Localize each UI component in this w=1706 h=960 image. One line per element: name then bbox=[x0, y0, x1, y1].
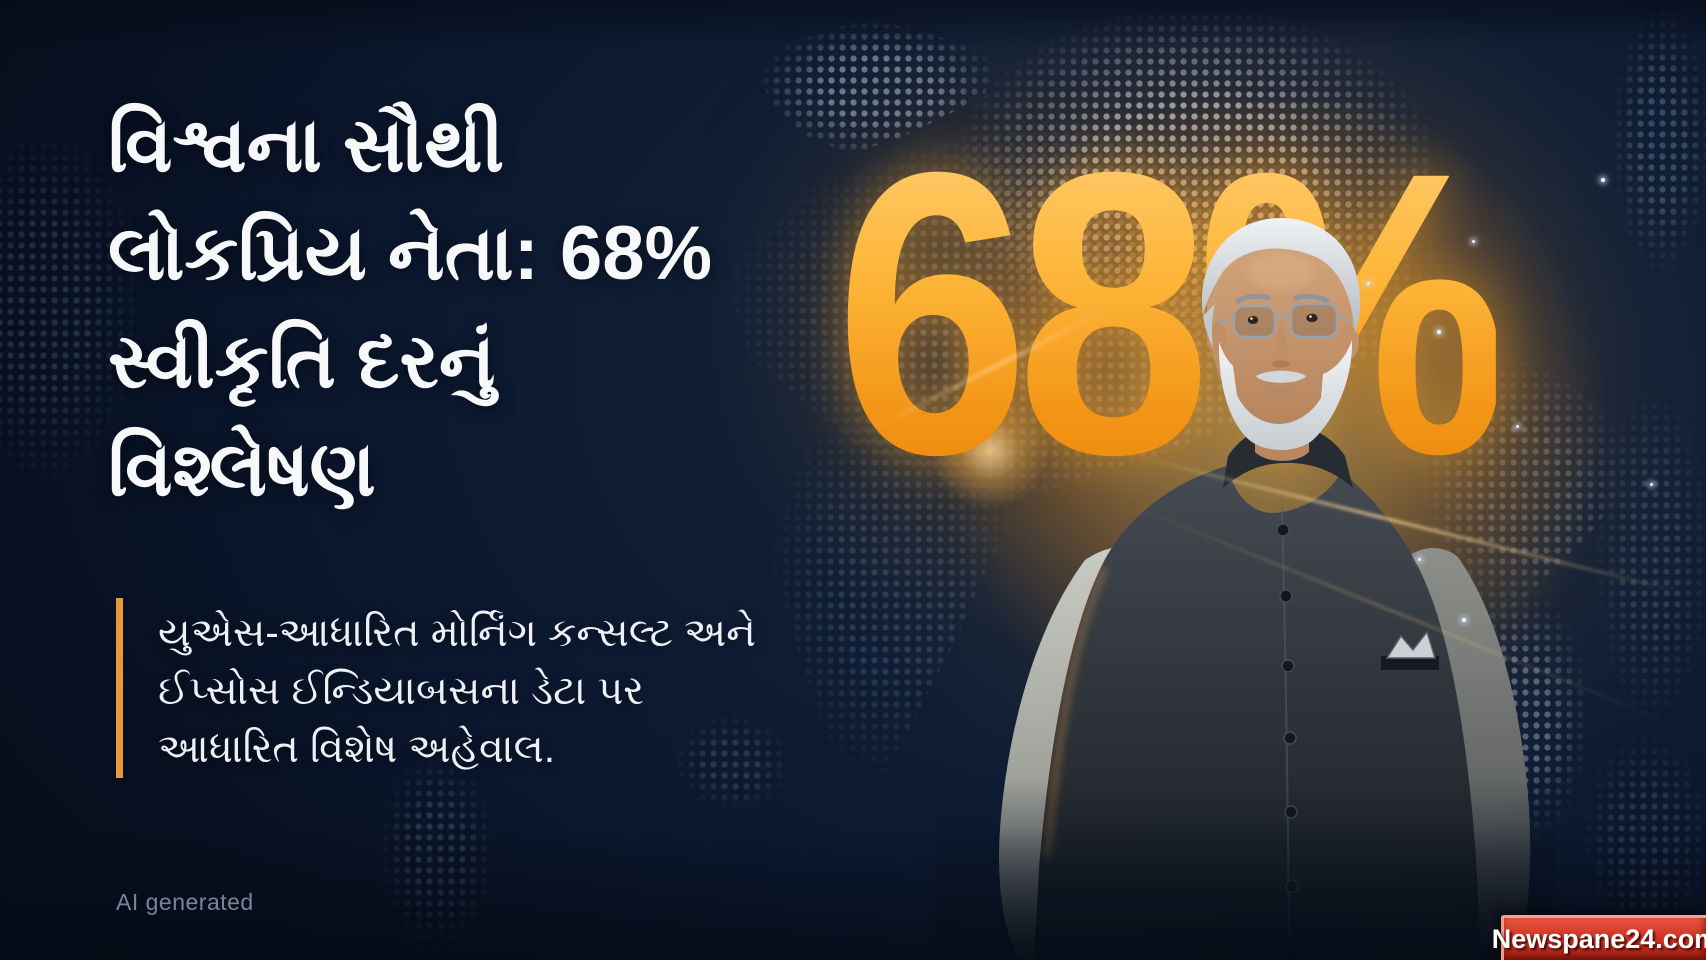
sparkle-star bbox=[1601, 178, 1605, 182]
headline: વિશ્વના સૌથી લોકપ્રિય નેતા: 68% સ્વીકૃતિ… bbox=[108, 92, 828, 524]
headline-line: વિશ્વના સૌથી bbox=[108, 103, 505, 188]
sparkle-star bbox=[1418, 558, 1421, 561]
headline-line: વિશ્લેષણ bbox=[108, 426, 376, 512]
headline-line: લોકપ્રિય નેતા: 68% bbox=[108, 210, 713, 296]
subheadline: યુએસ-આધારિત મોર્નિંગ કન્સલ્ટ અને ઈપ્સોસ … bbox=[158, 598, 756, 778]
modi-portrait bbox=[935, 218, 1555, 960]
headline-line: સ્વીકૃતિ દરનું bbox=[108, 318, 496, 404]
sparkle-star bbox=[1472, 240, 1475, 243]
watermark-badge: Newspane24.com bbox=[1492, 915, 1706, 960]
subheadline-line: ઈપ્સોસ ઈન્ડિયાબસના ડેટા પર bbox=[158, 669, 644, 713]
subheadline-block: યુએસ-આધારિત મોર્નિંગ કન્સલ્ટ અને ઈપ્સોસ … bbox=[116, 598, 776, 778]
accent-bar bbox=[116, 598, 123, 778]
sparkle-star bbox=[1462, 618, 1466, 622]
watermark-text: Newspane24.com bbox=[1491, 923, 1706, 954]
world-map-dots-patch bbox=[380, 755, 495, 950]
sparkle-star bbox=[1367, 282, 1370, 285]
subheadline-line: આધારિત વિશેષ અહેવાલ. bbox=[158, 727, 556, 771]
sparkle-star bbox=[1516, 425, 1519, 428]
subheadline-line: યુએસ-આધારિત મોર્નિંગ કન્સલ્ટ અને bbox=[158, 611, 756, 655]
sparkle-star bbox=[1437, 330, 1441, 334]
ai-generated-label: AI generated bbox=[116, 889, 254, 915]
sparkle-star bbox=[1650, 483, 1653, 486]
